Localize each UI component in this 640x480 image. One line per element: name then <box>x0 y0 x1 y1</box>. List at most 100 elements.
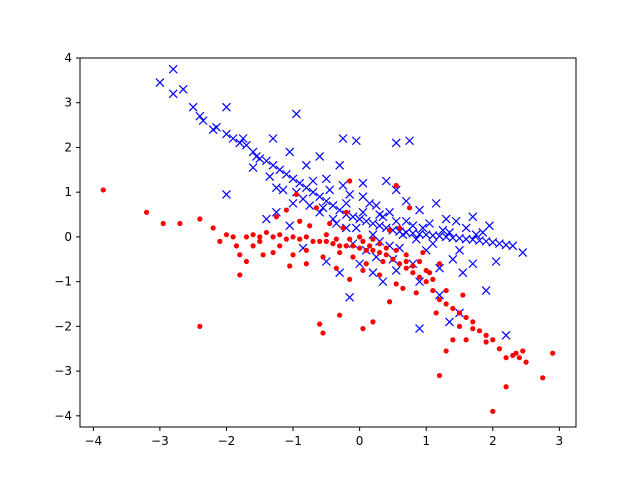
data-point-dot <box>383 252 389 258</box>
data-point-x <box>275 165 285 175</box>
data-point-dot <box>380 258 386 265</box>
data-point-dot <box>416 258 423 265</box>
data-point-x <box>338 181 348 190</box>
data-point-x <box>491 257 501 266</box>
data-point-dot <box>303 261 309 267</box>
data-point-dot <box>360 326 366 332</box>
data-point-x <box>268 134 278 143</box>
data-point-dot <box>197 216 203 222</box>
data-point-dot <box>363 261 369 267</box>
x-tick-label: 1 <box>422 434 430 448</box>
data-point-x <box>468 259 478 269</box>
data-point-x <box>305 201 315 211</box>
data-point-dot <box>327 220 333 227</box>
data-point-dot <box>143 209 150 215</box>
data-point-x <box>461 234 471 244</box>
data-point-dot <box>323 238 329 244</box>
series-layer <box>100 64 556 414</box>
data-point-x <box>261 214 271 224</box>
data-point-dot <box>540 375 546 381</box>
data-point-dot <box>313 205 319 211</box>
data-point-dot <box>400 285 406 291</box>
data-point-x <box>222 129 231 139</box>
data-point-x <box>408 221 418 231</box>
data-point-x <box>381 176 391 186</box>
data-point-dot <box>550 350 556 356</box>
data-point-x <box>351 223 361 233</box>
data-point-dot <box>393 247 399 253</box>
data-point-dot <box>367 243 373 249</box>
data-point-dot <box>273 214 280 220</box>
data-point-dot <box>323 232 329 238</box>
data-point-x <box>308 176 318 186</box>
data-point-dot <box>263 229 270 236</box>
y-tick-label: 1 <box>64 185 72 199</box>
data-point-x <box>242 140 251 150</box>
data-point-x <box>391 138 401 148</box>
data-point-x <box>315 151 325 161</box>
data-point-x <box>252 151 261 161</box>
data-point-x <box>328 201 338 211</box>
data-point-dot <box>393 281 399 287</box>
data-point-dot <box>370 247 376 253</box>
data-point-dot <box>337 243 343 249</box>
data-point-x <box>345 292 355 302</box>
data-point-x <box>341 198 351 208</box>
data-point-x <box>358 192 368 202</box>
data-point-dot <box>347 236 353 242</box>
data-point-dot <box>343 209 349 215</box>
data-point-x <box>458 268 468 278</box>
data-point-x <box>248 147 258 157</box>
data-point-dot <box>496 346 503 352</box>
data-point-dot <box>310 238 316 244</box>
y-tick-label: −2 <box>54 319 72 333</box>
data-point-dot <box>317 238 323 244</box>
data-point-x <box>321 196 331 206</box>
data-point-x <box>318 203 328 213</box>
data-point-x <box>468 212 478 222</box>
data-point-x <box>212 122 221 132</box>
data-point-dot <box>237 272 243 278</box>
y-tick-label: −4 <box>54 409 72 423</box>
data-point-x <box>268 160 278 170</box>
data-point-x <box>355 214 365 224</box>
data-point-x <box>222 189 231 199</box>
data-point-dot <box>516 355 523 361</box>
data-point-x <box>375 221 385 231</box>
data-point-dot <box>317 321 323 327</box>
data-point-x <box>471 230 481 240</box>
data-point-dot <box>297 218 303 224</box>
data-point-dot <box>443 301 449 307</box>
data-point-dot <box>483 332 489 338</box>
data-point-dot <box>403 258 409 265</box>
data-point-x <box>415 205 424 215</box>
data-point-x <box>401 216 411 226</box>
data-point-x <box>385 207 395 217</box>
y-tick-label: 4 <box>64 51 72 65</box>
data-point-x <box>351 136 361 146</box>
data-point-x <box>168 89 178 99</box>
data-point-dot <box>443 287 449 294</box>
data-point-x <box>285 147 295 157</box>
data-point-dot <box>413 290 419 296</box>
data-point-dot <box>210 225 216 231</box>
data-point-dot <box>520 348 526 354</box>
data-point-x <box>401 196 411 206</box>
data-point-x <box>518 248 528 257</box>
data-point-x <box>222 102 231 112</box>
y-axis: −4 −3 −2 −1 0 1 2 3 4 <box>54 51 80 423</box>
data-point-x <box>455 245 464 255</box>
data-point-dot <box>287 263 293 269</box>
data-point-x <box>391 216 401 226</box>
data-point-x <box>448 233 458 243</box>
data-point-x <box>271 183 281 193</box>
data-point-dot <box>503 355 509 361</box>
data-point-dot <box>396 225 403 231</box>
data-point-dot <box>160 220 166 227</box>
data-point-x <box>248 163 258 173</box>
x-tick-label: −1 <box>284 434 302 448</box>
data-point-dot <box>376 249 383 256</box>
data-point-dot <box>430 287 436 294</box>
data-point-x <box>358 207 368 217</box>
data-point-dot <box>470 326 476 332</box>
